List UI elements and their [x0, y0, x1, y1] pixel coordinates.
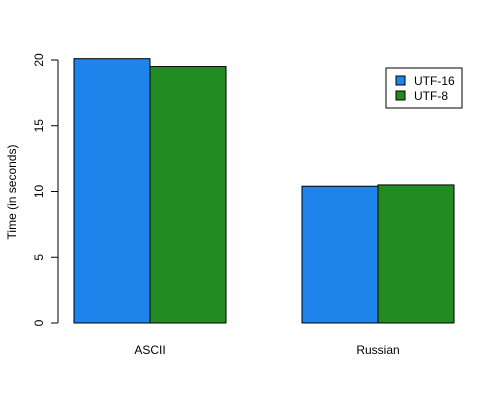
x-tick-label: Russian: [356, 343, 399, 357]
legend-box: [385, 67, 463, 109]
y-tick-label: 5: [32, 254, 46, 261]
bar-utf-8-russian: [377, 184, 455, 324]
legend-swatch: [395, 90, 406, 101]
y-tick-label: 0: [32, 319, 46, 326]
bars-group: [73, 58, 455, 324]
legend-label: UTF-8: [414, 89, 448, 103]
bar-utf-8-ascii: [149, 66, 227, 324]
y-tick-label: 15: [32, 119, 46, 133]
y-tick-label: 10: [32, 185, 46, 199]
legend-swatch: [395, 75, 406, 86]
y-axis: 0 5 10 15 20: [32, 53, 59, 326]
legend-label: UTF-16: [414, 74, 455, 88]
bar-utf-16-ascii: [73, 58, 151, 324]
y-axis-label: Time (in seconds): [5, 145, 19, 240]
bar-utf-16-russian: [301, 185, 379, 324]
y-tick-label: 20: [32, 53, 46, 67]
x-axis-labels: ASCII Russian: [134, 343, 399, 357]
x-tick-label: ASCII: [134, 343, 165, 357]
